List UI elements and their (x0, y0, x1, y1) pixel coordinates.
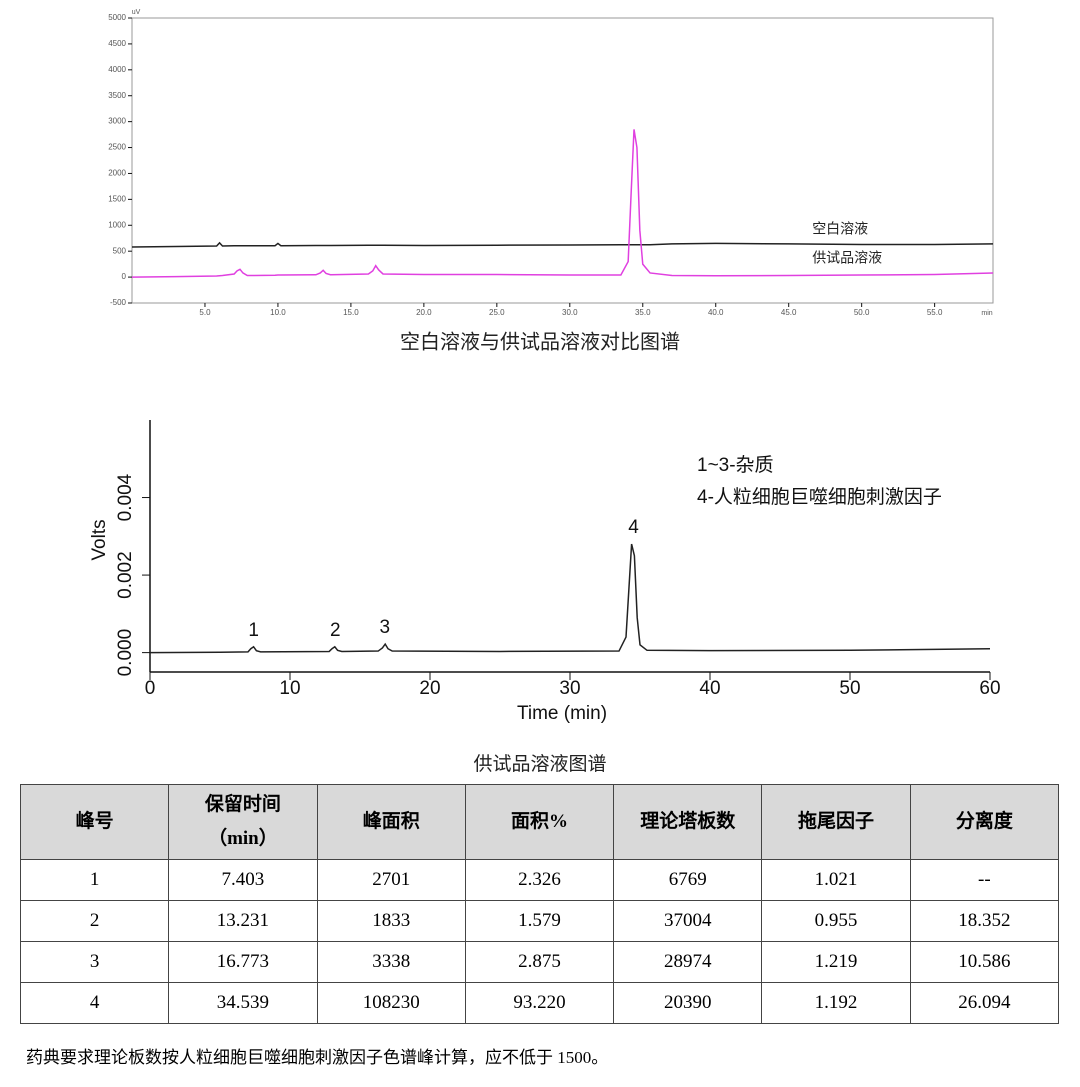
table-cell: 26.094 (909, 982, 1060, 1024)
table-cell: 1833 (316, 900, 466, 942)
x-axis-label: Time (min) (517, 703, 607, 724)
table-cell: 7.403 (168, 859, 318, 901)
y-tick-label: 2000 (108, 169, 126, 178)
y-tick-label: 2500 (108, 143, 126, 152)
table-row: 1 7.403 2701 2.326 6769 1.021 -- (19, 859, 1060, 901)
table-cell: 108230 (316, 982, 466, 1024)
y-tick-label: 0.002 (115, 551, 136, 599)
y-tick-label: 0 (122, 272, 127, 281)
y-tick-label: 1500 (108, 194, 126, 203)
y-axis-label: uV (132, 9, 141, 16)
x-tick-label: 30.0 (562, 308, 578, 317)
x-tick-label: 10 (279, 678, 300, 699)
table-cell: 1.219 (761, 941, 911, 983)
x-tick-label: 10.0 (270, 308, 286, 317)
y-axis-label: Volts (89, 519, 110, 560)
x-tick-label: 40.0 (708, 308, 724, 317)
x-axis-label: min (981, 310, 992, 317)
table-cell: 2.326 (464, 859, 615, 901)
table-row: 3 16.773 3338 2.875 28974 1.219 10.586 (19, 941, 1060, 983)
table-row: 2 13.231 1833 1.579 37004 0.955 18.352 (19, 900, 1060, 942)
table-cell: 2701 (316, 859, 466, 901)
table-cell: 10.586 (909, 941, 1060, 983)
table-cell: 2 (19, 900, 170, 942)
y-tick-label: 0.004 (115, 473, 136, 521)
series-label: 供试品溶液 (812, 250, 882, 266)
x-tick-label: 40 (699, 678, 720, 699)
y-tick-label: -500 (110, 298, 127, 307)
y-tick-label: 1000 (108, 220, 126, 229)
header-cell: 保留时间 （min） (168, 784, 318, 860)
table-cell: 0.955 (761, 900, 911, 942)
table-cell: 1.192 (761, 982, 911, 1024)
annotation: 4-人粒细胞巨噬细胞刺激因子 (697, 486, 942, 508)
x-tick-label: 50 (839, 678, 860, 699)
x-tick-label: 45.0 (781, 308, 797, 317)
x-tick-label: 30 (559, 678, 580, 699)
table-cell: 1.579 (464, 900, 615, 942)
chart-title: 供试品溶液图谱 (473, 753, 606, 775)
table-cell: 37004 (613, 900, 763, 942)
y-tick-label: 3000 (108, 117, 126, 126)
y-tick-label: 4500 (108, 39, 126, 48)
series-line (131, 129, 994, 278)
table-cell: 20390 (613, 982, 763, 1024)
table-cell: 3338 (316, 941, 466, 983)
table-cell: 93.220 (464, 982, 615, 1024)
header-cell: 拖尾因子 (761, 784, 911, 860)
table-cell: 34.539 (168, 982, 318, 1024)
peak-table: 峰号 保留时间 （min） 峰面积 面积% 理论塔板数 拖尾因子 分离度 1 7.403 2701… (19, 784, 1060, 1024)
table-cell: 1.021 (761, 859, 911, 901)
header-cell: 峰号 (19, 784, 170, 860)
table-cell: 2.875 (464, 941, 615, 983)
table-cell: -- (909, 859, 1060, 901)
table-row: 4 34.539 108230 93.220 20390 1.192 26.094 (19, 982, 1060, 1024)
table-cell: 6769 (613, 859, 763, 901)
header-cell: 峰面积 (316, 784, 466, 860)
x-tick-label: 5.0 (199, 308, 211, 317)
comparison-chart: -500 0 500 1000 1500 2000 2500 3000 3500 4000 4500… (108, 9, 994, 353)
plot-frame (131, 17, 994, 304)
y-tick-label: 4000 (108, 65, 126, 74)
header-cell: 分离度 (909, 784, 1060, 860)
peak-label: 3 (380, 617, 391, 638)
footnote: 药典要求理论板数按人粒细胞巨噬细胞刺激因子色谱峰计算，应不低于 1500。 (26, 1048, 609, 1067)
table-cell: 18.352 (909, 900, 1060, 942)
series-label: 空白溶液 (812, 221, 868, 237)
x-tick-label: 0 (145, 678, 156, 699)
table-cell: 28974 (613, 941, 763, 983)
peak-label: 4 (628, 517, 639, 538)
peak-label: 2 (330, 620, 341, 641)
x-tick-label: 55.0 (927, 308, 943, 317)
peak-label: 1 (248, 620, 259, 641)
x-tick-label: 25.0 (489, 308, 505, 317)
series-line (131, 241, 994, 248)
table-cell: 1 (19, 859, 170, 901)
header-cell: 理论塔板数 (613, 784, 763, 860)
table-cell: 16.773 (168, 941, 318, 983)
y-tick-label: 0.000 (115, 629, 136, 677)
table-cell: 4 (19, 982, 170, 1024)
x-tick-label: 15.0 (343, 308, 359, 317)
table-cell: 13.231 (168, 900, 318, 942)
chart-title: 空白溶液与供试品溶液对比图谱 (400, 330, 680, 353)
x-tick-label: 35.0 (635, 308, 651, 317)
x-tick-label: 60 (979, 678, 1000, 699)
x-tick-label: 20.0 (416, 308, 432, 317)
table-cell: 3 (19, 941, 170, 983)
y-tick-label: 3500 (108, 91, 126, 100)
annotation: 1~3-杂质 (697, 454, 774, 476)
x-tick-label: 20 (419, 678, 440, 699)
sample-chart: 0.000 0.002 0.004 0 10 20 30 40 50 60 供试品溶液图谱 Time … (89, 420, 1001, 775)
y-tick-label: 5000 (108, 13, 126, 22)
x-tick-label: 50.0 (854, 308, 870, 317)
header-cell: 面积% (464, 784, 615, 860)
y-tick-label: 500 (113, 246, 127, 255)
series-line (149, 543, 991, 654)
